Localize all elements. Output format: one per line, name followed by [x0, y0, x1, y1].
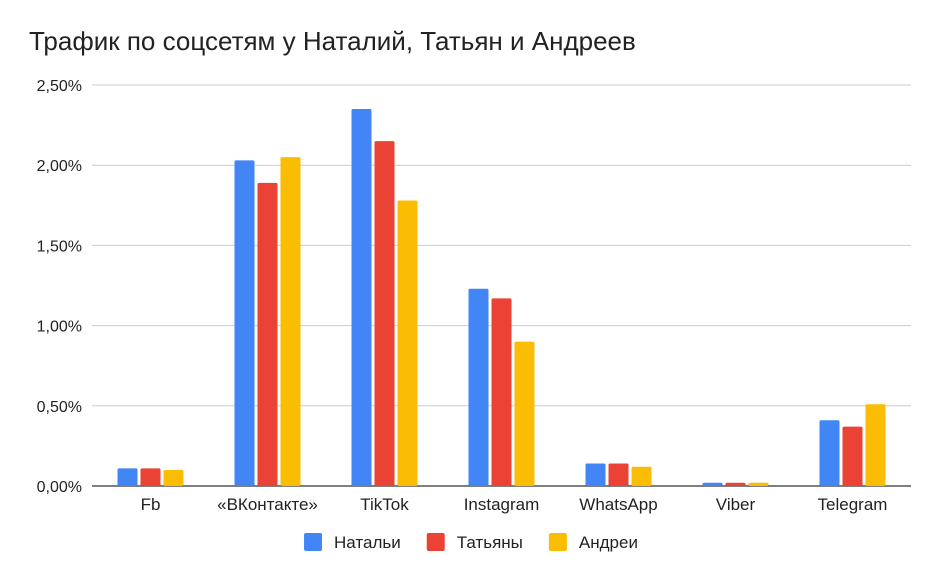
bar-1 [117, 468, 138, 486]
x-tick-label: WhatsApp [579, 495, 657, 514]
legend-swatch [426, 533, 445, 551]
bar-3 [748, 482, 769, 486]
x-tick-label: Telegram [818, 495, 888, 514]
y-tick-label: 1,50% [37, 238, 82, 255]
bar-2 [842, 426, 863, 486]
bar-3 [514, 341, 535, 486]
legend-label: Татьяны [457, 533, 523, 552]
bar-3 [631, 466, 652, 486]
bar-1 [702, 482, 723, 486]
bar-2 [725, 482, 746, 486]
x-tick-label: Fb [141, 495, 161, 514]
y-tick-label: 1,00% [37, 319, 82, 336]
y-tick-label: 2,00% [37, 158, 82, 175]
legend-label: Натальи [334, 533, 401, 552]
y-tick-label: 2,50% [37, 78, 82, 95]
bar-3 [865, 404, 886, 486]
bar-2 [257, 182, 278, 486]
bar-1 [585, 463, 606, 486]
bar-2 [374, 141, 395, 486]
bar-3 [397, 200, 418, 486]
x-tick-label: Viber [716, 495, 756, 514]
bar-1 [234, 160, 255, 486]
bar-2 [140, 468, 161, 486]
bar-2 [608, 463, 629, 486]
y-tick-label: 0,50% [37, 399, 82, 416]
legend-swatch [548, 533, 567, 551]
legend-swatch [304, 533, 323, 551]
bar-3 [280, 157, 301, 486]
x-tick-label: Instagram [464, 495, 540, 514]
bar-3 [163, 469, 184, 486]
x-tick-label: TikTok [360, 495, 409, 514]
bar-1 [351, 109, 372, 486]
bar-1 [819, 420, 840, 486]
x-tick-label: «ВКонтакте» [217, 495, 318, 514]
chart-title: Трафик по соцсетям у Наталий, Татьян и А… [29, 26, 636, 56]
y-tick-label: 0,00% [37, 479, 82, 496]
bar-1 [468, 288, 489, 486]
legend-label: Андреи [579, 533, 638, 552]
bar-2 [491, 298, 512, 486]
